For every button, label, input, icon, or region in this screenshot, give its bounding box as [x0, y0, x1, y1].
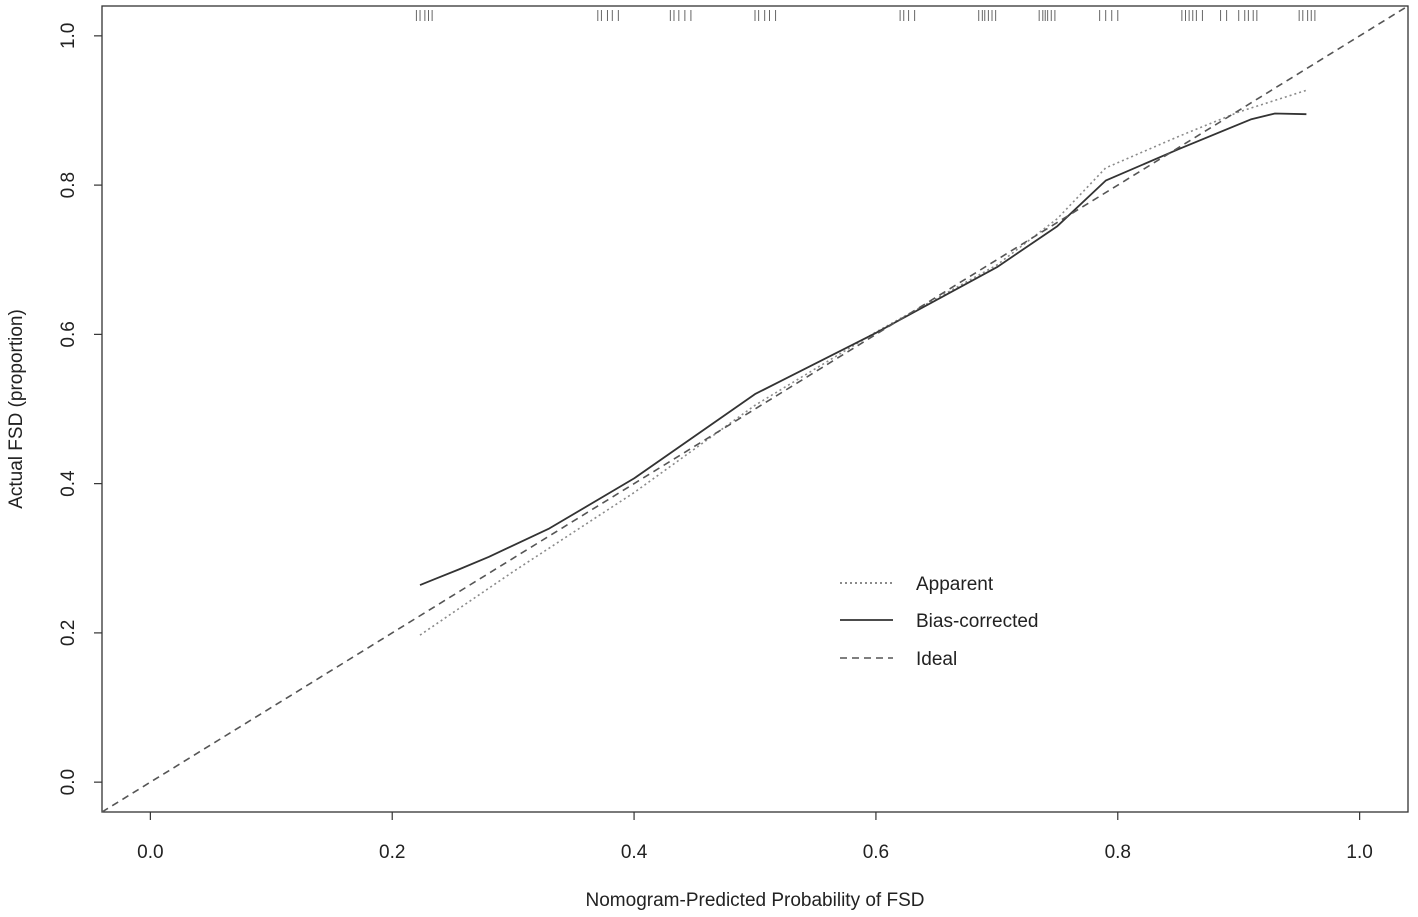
y-tick-label: 0.4 [58, 470, 79, 497]
x-tick-label: 0.4 [621, 842, 648, 863]
series-line-apparent [419, 89, 1307, 636]
x-axis: 0.0 0.2 0.4 0.6 0.8 1.0 [137, 812, 1373, 863]
x-tick-label: 0.0 [137, 842, 163, 863]
x-tick-label: 1.0 [1346, 842, 1372, 863]
x-tick-label: 0.6 [863, 842, 889, 863]
series-layer [101, 5, 1409, 813]
y-axis: 0.0 0.2 0.4 0.6 0.8 1.0 [58, 23, 102, 795]
y-tick-label: 1.0 [58, 23, 79, 49]
series-line-ideal [101, 5, 1409, 813]
legend: Apparent Bias-corrected Ideal [840, 574, 1039, 670]
y-tick-label: 0.2 [58, 620, 79, 646]
legend-label-bias-corrected: Bias-corrected [916, 611, 1039, 632]
legend-label-ideal: Ideal [916, 649, 957, 670]
x-tick-label: 0.8 [1105, 842, 1131, 863]
rug-marks [415, 10, 1316, 21]
y-axis-title: Actual FSD (proportion) [6, 309, 27, 509]
y-tick-label: 0.6 [58, 321, 79, 347]
plot-frame [101, 5, 1409, 813]
x-axis-title: Nomogram-Predicted Probability of FSD [586, 890, 925, 911]
x-tick-label: 0.2 [379, 842, 405, 863]
y-tick-label: 0.0 [58, 769, 79, 795]
legend-label-apparent: Apparent [916, 574, 994, 595]
series-line-bias-corrected [419, 112, 1307, 586]
y-tick-label: 0.8 [58, 172, 79, 198]
